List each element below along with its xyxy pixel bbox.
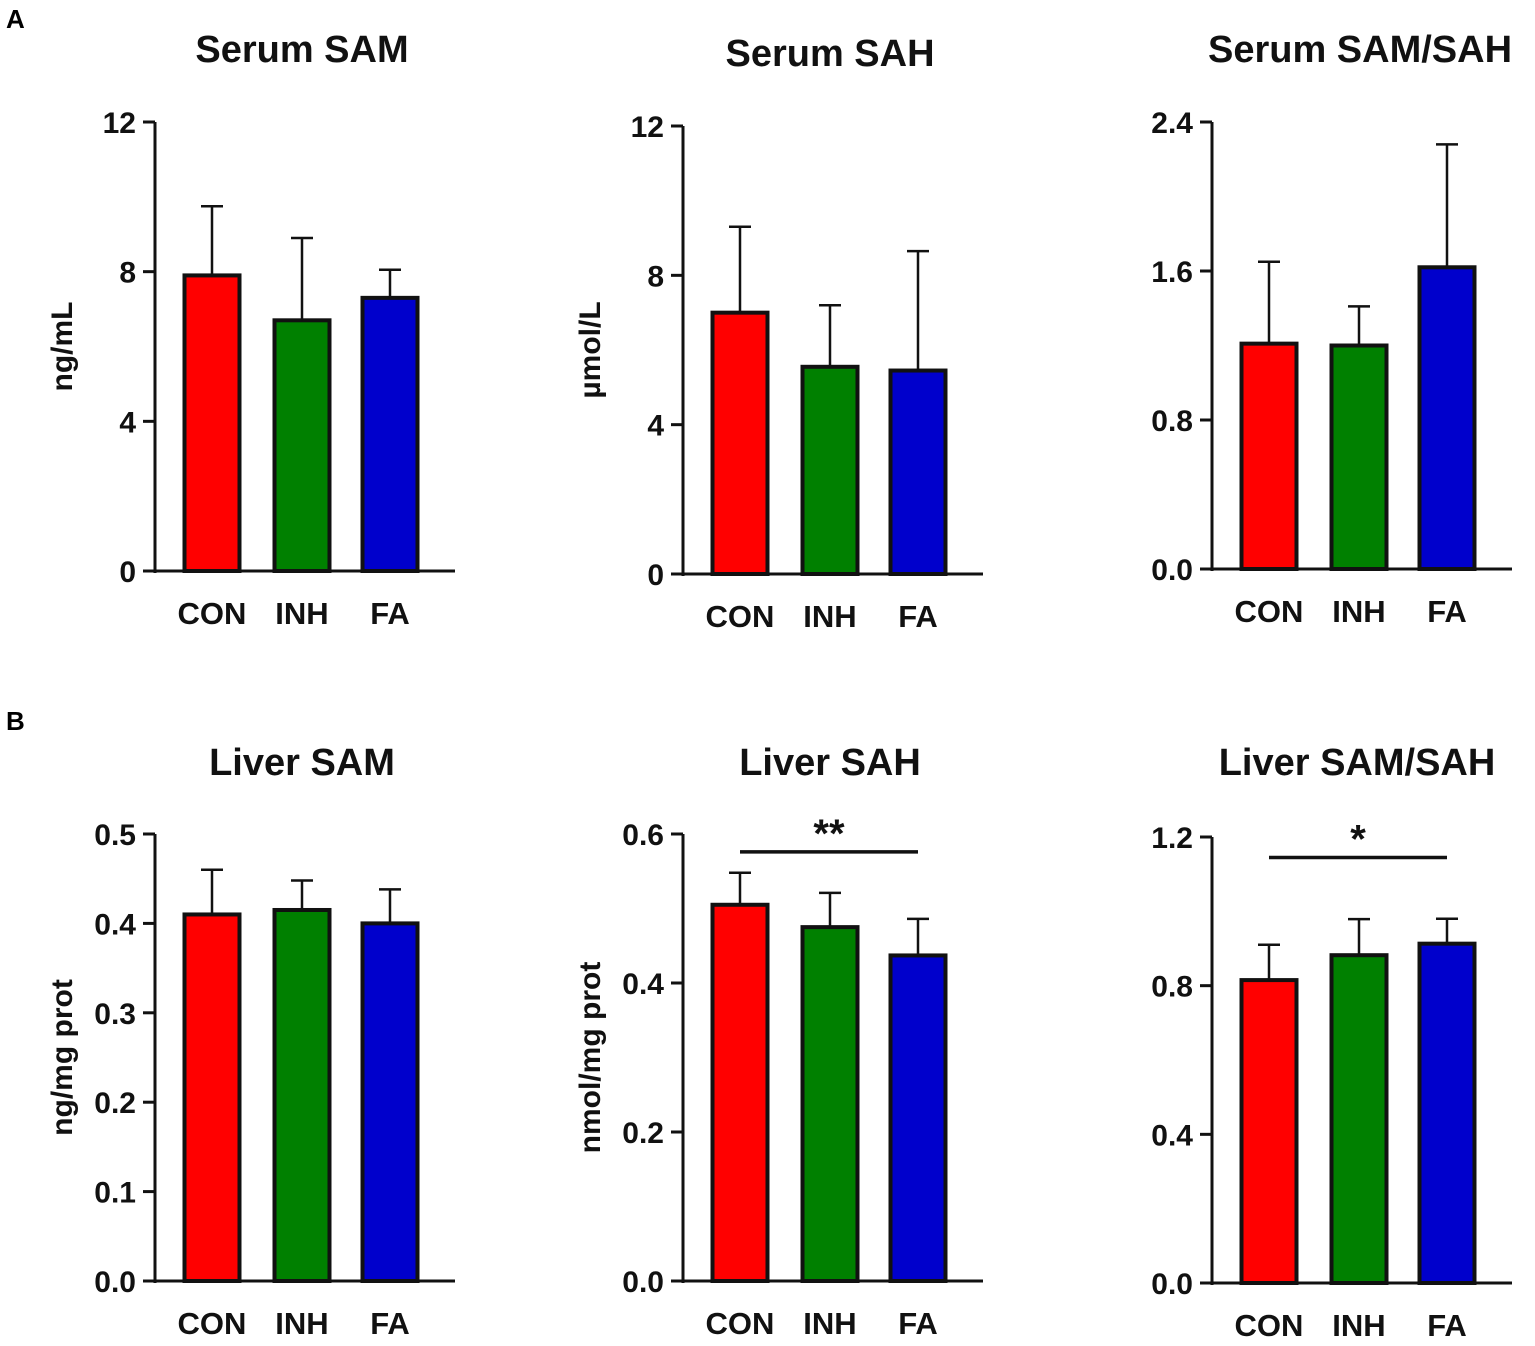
chart2-bar-inh [1329,343,1389,571]
chart1-bar-fa [888,368,948,576]
chart3-ytick-label: 0.0 [94,1266,136,1299]
chart0-xtick-con: CON [178,596,247,631]
chart4-xtick-fa: FA [898,1306,938,1341]
chart0-xtick-inh: INH [275,596,328,631]
chart0-bar-inh [272,318,332,573]
chart3-bar-inh [272,907,332,1283]
chart4-xtick-inh: INH [803,1306,856,1341]
chart5-xtick-fa: FA [1427,1308,1467,1343]
chart3-xtick-fa: FA [370,1306,410,1341]
chart3-bar-con [182,912,242,1284]
chart5-title: Liver SAM/SAH [1219,742,1496,784]
chart3-ytick-label: 0.3 [94,998,136,1031]
chart4-bar-con [710,902,770,1284]
chart2-ytick-label: 1.6 [1151,256,1193,289]
chart2-title: Serum SAM/SAH [1208,29,1512,71]
chart4-bar-inh [800,925,860,1283]
chart0-bar-con [182,273,242,573]
chart2-bar-con [1239,341,1299,572]
chart3-ytick-label: 0.5 [94,819,136,852]
chart1-xtick-con: CON [706,599,775,634]
chart4-title: Liver SAH [739,742,921,784]
chart4-bar-fa [888,953,948,1283]
chart1-xtick-fa: FA [898,599,938,634]
chart1-title: Serum SAH [725,33,934,75]
chart3-ytick-label: 0.4 [94,908,136,941]
chart4-ytick-label: 0.4 [622,968,664,1001]
chart1-ytick-label: 0 [647,559,664,592]
chart4-ytick-label: 0.2 [622,1117,664,1150]
chart2-ytick-label: 0.0 [1151,554,1193,587]
chart5-ytick-label: 1.2 [1151,822,1193,855]
chart0-title: Serum SAM [195,29,408,71]
chart0-ytick-label: 8 [119,257,136,290]
chart1-ylabel: µmol/L [574,301,607,398]
chart3-ylabel: ng/mg prot [46,979,79,1136]
chart1-xtick-inh: INH [803,599,856,634]
chart1-ytick-label: 12 [631,111,664,144]
chart3-xtick-con: CON [178,1306,247,1341]
chart1-bar-con [710,310,770,576]
chart5-ytick-label: 0.8 [1151,971,1193,1004]
chart3-xtick-inh: INH [275,1306,328,1341]
chart3-ytick-label: 0.2 [94,1087,136,1120]
chart0-ytick-label: 4 [119,406,136,439]
chart3-ytick-label: 0.1 [94,1177,136,1210]
chart2-ytick-label: 0.8 [1151,405,1193,438]
chart0-xtick-fa: FA [370,596,410,631]
chart1-ytick-label: 8 [647,260,664,293]
chart5-bar-fa [1417,941,1477,1285]
chart5-ytick-label: 0.4 [1151,1119,1193,1152]
chart2-bar-fa [1417,265,1477,571]
chart3-bar-fa [360,921,420,1284]
chart1-bar-inh [800,364,860,576]
chart4-ytick-label: 0.0 [622,1266,664,1299]
chart2-xtick-con: CON [1235,594,1304,629]
chart4-significance-label: ** [813,812,845,856]
chart2-ytick-label: 2.4 [1151,107,1193,140]
chart4-xtick-con: CON [706,1306,775,1341]
chart4-ylabel: nmol/mg prot [574,962,607,1154]
chart5-significance-label: * [1350,817,1366,861]
chart5-bar-con [1239,978,1299,1285]
chart0-bar-fa [360,295,420,573]
chart5-xtick-inh: INH [1332,1308,1385,1343]
chart0-ytick-label: 0 [119,556,136,589]
chart3-title: Liver SAM [209,742,395,784]
panel-letter-a: A [6,4,25,34]
chart0-ylabel: ng/mL [46,302,79,392]
chart1-ytick-label: 4 [647,410,664,443]
chart5-ytick-label: 0.0 [1151,1268,1193,1301]
panel-letter-b: B [6,706,25,736]
chart4-ytick-label: 0.6 [622,819,664,852]
chart2-xtick-inh: INH [1332,594,1385,629]
chart5-xtick-con: CON [1235,1308,1304,1343]
chart2-xtick-fa: FA [1427,594,1467,629]
chart0-ytick-label: 12 [103,107,136,140]
chart5-bar-inh [1329,953,1389,1285]
